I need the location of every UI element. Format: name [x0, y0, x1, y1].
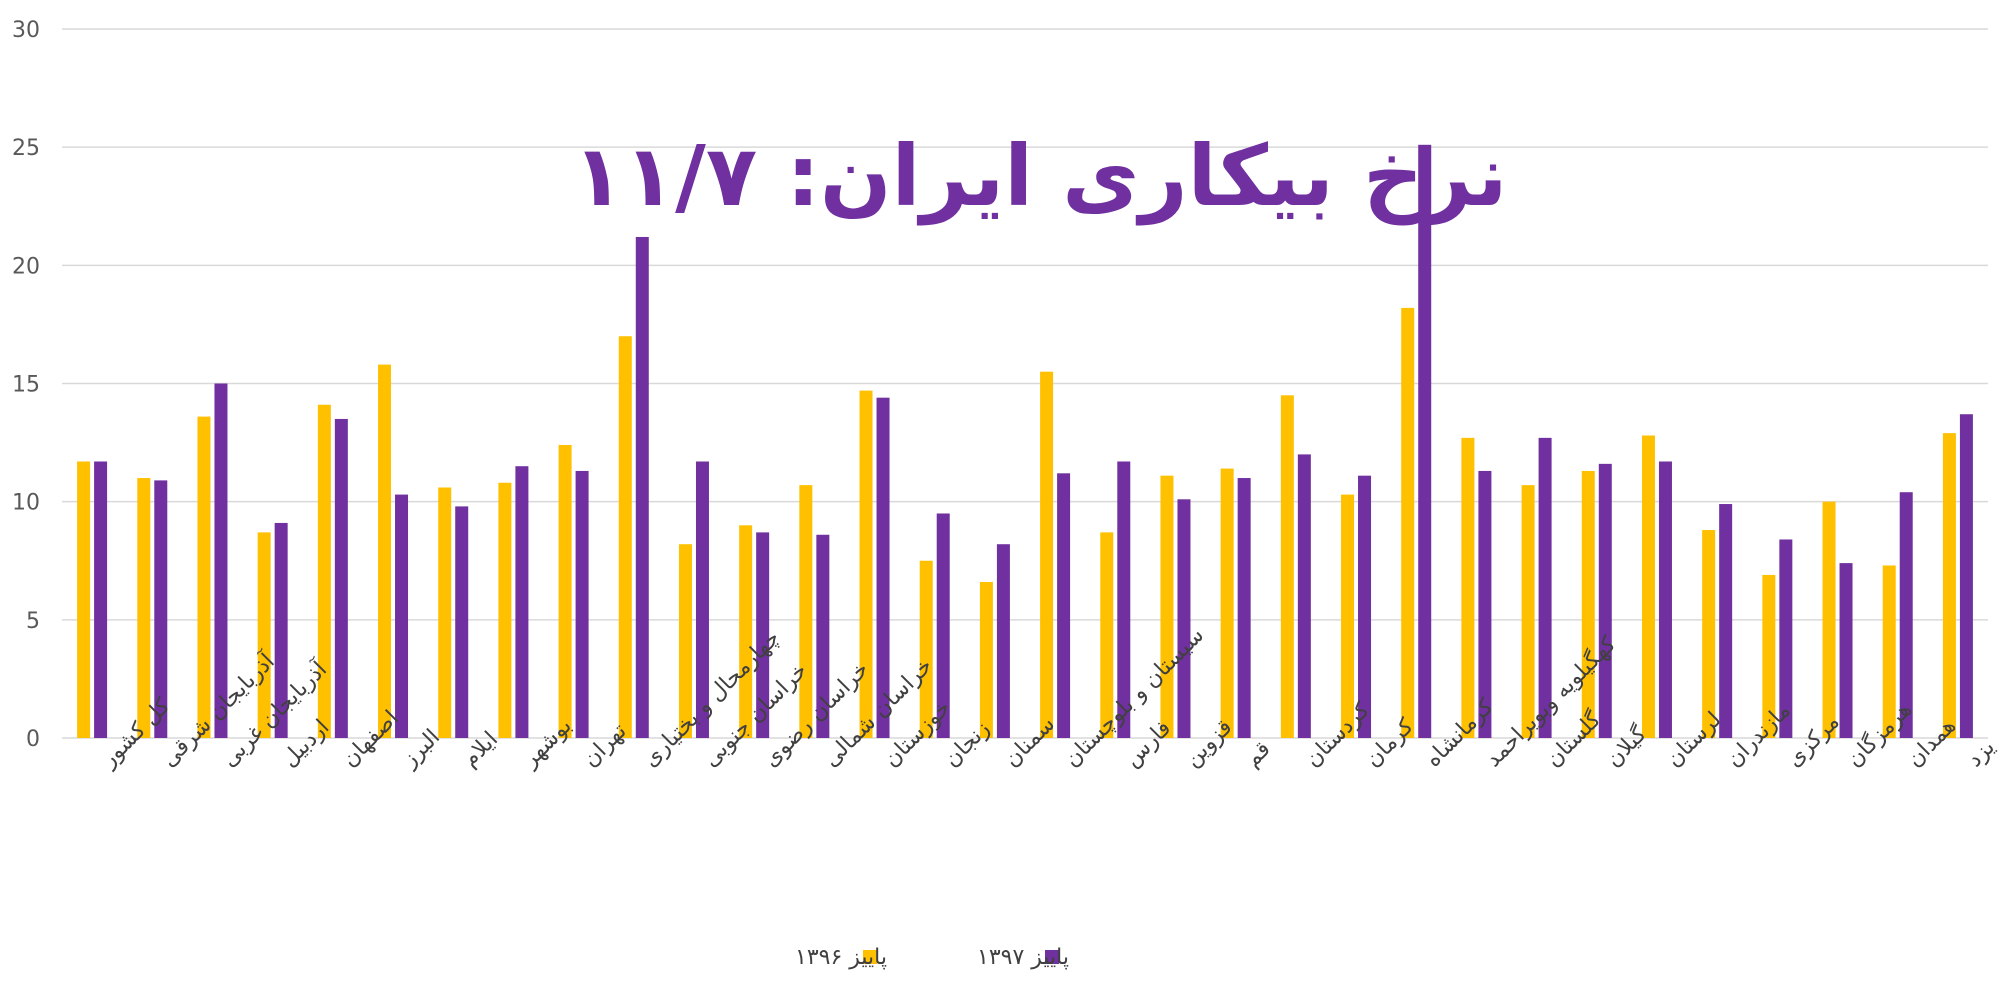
- bar: [756, 532, 770, 738]
- legend-label-1397: پاییز ۱۳۹۷: [977, 945, 1069, 970]
- bar: [1899, 492, 1913, 738]
- legend-swatch-1396: [863, 950, 877, 964]
- legend-swatch-1397: [1045, 950, 1059, 964]
- bar: [1220, 468, 1234, 738]
- y-tick-label: 25: [12, 136, 40, 161]
- bar: [137, 478, 151, 738]
- y-tick-label: 10: [12, 491, 40, 516]
- bar: [1581, 470, 1595, 738]
- bar: [1117, 461, 1131, 738]
- y-axis-ticks: 0 5 10 15 20 25 30: [12, 18, 40, 752]
- bar: [1521, 485, 1535, 738]
- bar: [635, 236, 649, 738]
- bar: [1341, 494, 1355, 738]
- bar: [214, 383, 228, 738]
- bar: [1237, 478, 1251, 738]
- bar: [257, 532, 271, 738]
- bar: [1100, 532, 1114, 738]
- category-label: یزد: [1962, 735, 2000, 773]
- bar: [77, 461, 91, 738]
- bar: [979, 582, 993, 738]
- bar: [378, 364, 392, 738]
- y-tick-label: 15: [12, 373, 40, 398]
- bar: [274, 522, 288, 738]
- bar: [1401, 307, 1415, 738]
- bar: [395, 494, 409, 738]
- bar: [996, 544, 1010, 738]
- bar: [1598, 463, 1612, 738]
- bar: [678, 544, 692, 738]
- bar: [936, 513, 950, 738]
- bar: [1177, 499, 1191, 738]
- bar: [455, 506, 469, 738]
- bar: [438, 487, 452, 738]
- bar: [695, 461, 709, 738]
- bar: [1538, 437, 1552, 738]
- bar: [1057, 473, 1071, 738]
- bar: [334, 418, 348, 738]
- bar: [154, 480, 168, 738]
- legend-label-1396: پاییز ۱۳۹۶: [795, 945, 887, 970]
- y-tick-label: 0: [26, 727, 40, 752]
- category-label: آذربایجان غربی: [216, 655, 333, 772]
- bars: [77, 144, 1973, 738]
- bar: [816, 534, 830, 738]
- category-label: خراسان جنوبی: [699, 658, 813, 772]
- bar: [799, 485, 813, 738]
- y-tick-label: 30: [12, 18, 40, 43]
- bar: [1762, 574, 1776, 738]
- bar: [739, 525, 753, 738]
- bar: [1719, 504, 1733, 738]
- bar: [94, 461, 108, 738]
- category-label: قم: [1240, 737, 1275, 772]
- y-tick-label: 5: [26, 609, 40, 634]
- bar: [1358, 475, 1372, 738]
- bar: [1959, 414, 1973, 738]
- bar: [197, 416, 211, 738]
- bar: [1478, 470, 1492, 738]
- bar: [498, 482, 512, 738]
- bar: [1882, 565, 1896, 738]
- bar: [1040, 371, 1054, 738]
- bar: [1280, 395, 1294, 738]
- bar: [1839, 563, 1853, 738]
- bar: [1641, 435, 1655, 738]
- chart-title: نرخ بیکاری ایران: ۱۱/۷: [573, 127, 1508, 226]
- y-tick-label: 20: [12, 254, 40, 279]
- bar: [515, 466, 529, 738]
- bar: [859, 390, 873, 738]
- bar: [919, 560, 933, 738]
- bar: [317, 404, 331, 738]
- bar: [575, 470, 589, 738]
- bar: [1297, 454, 1311, 738]
- bar: [1779, 539, 1793, 738]
- bar: [618, 336, 632, 738]
- bar: [876, 397, 890, 738]
- bar: [1160, 475, 1174, 738]
- bar: [558, 444, 572, 738]
- bar: [1418, 144, 1432, 738]
- bar: [1461, 437, 1475, 738]
- bar: [1658, 461, 1672, 738]
- legend: پاییز ۱۳۹۶ پاییز ۱۳۹۷: [795, 945, 1069, 970]
- bar: [1702, 530, 1716, 738]
- bar: [1942, 433, 1956, 738]
- bar: [1822, 501, 1836, 738]
